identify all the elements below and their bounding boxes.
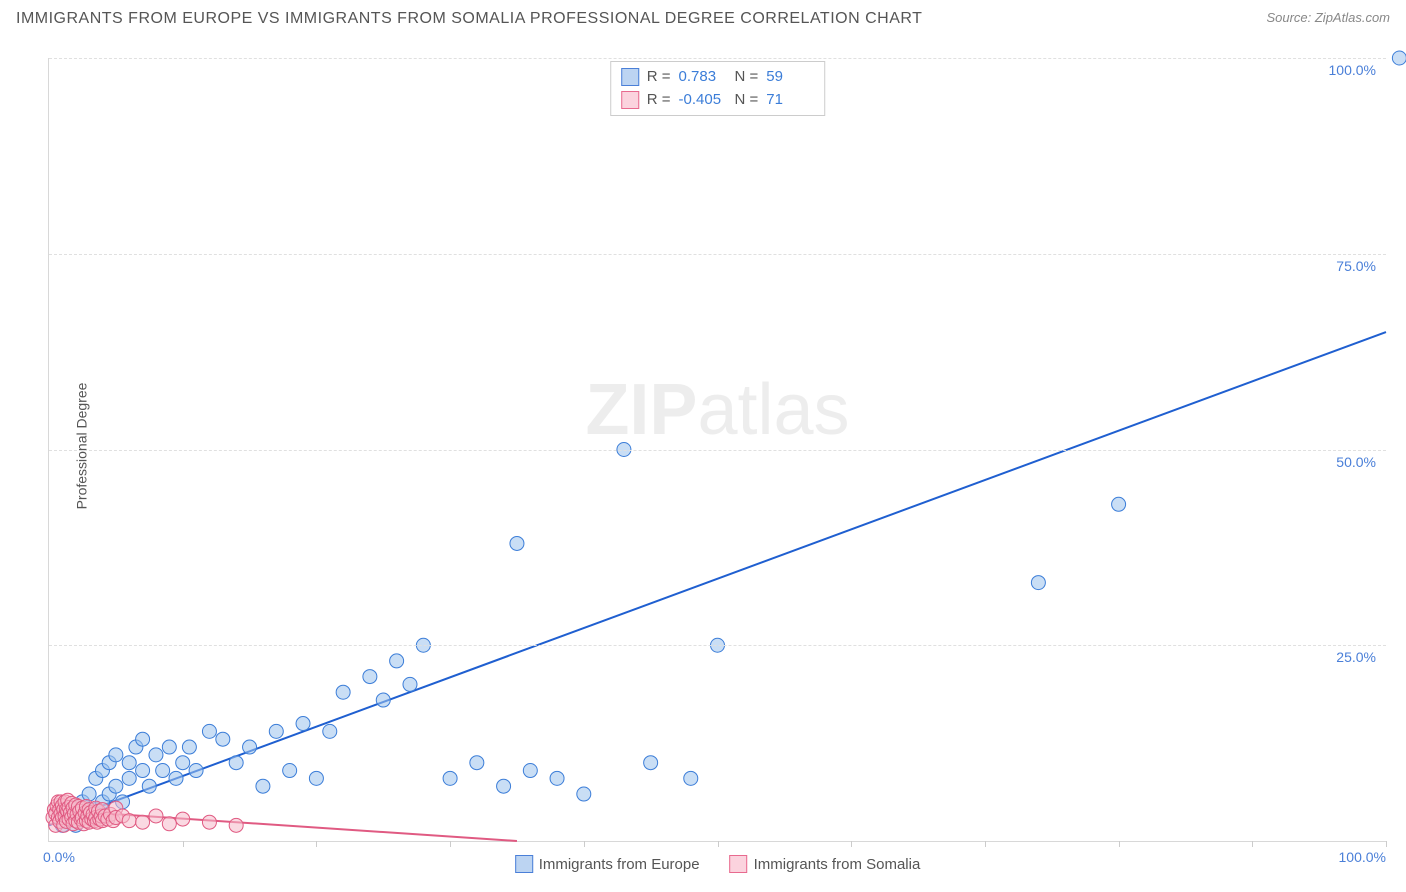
chart-title: IMMIGRANTS FROM EUROPE VS IMMIGRANTS FRO… bbox=[16, 10, 922, 28]
somalia-swatch-icon bbox=[730, 855, 748, 873]
stats-row-somalia: R = -0.405 N = 71 bbox=[621, 89, 815, 112]
legend-item-europe: Immigrants from Europe bbox=[515, 855, 700, 873]
correlation-stats-box: R = 0.783 N = 59 R = -0.405 N = 71 bbox=[610, 61, 826, 116]
y-tick-label: 75.0% bbox=[1336, 258, 1376, 274]
europe-swatch-icon bbox=[515, 855, 533, 873]
y-tick-label: 25.0% bbox=[1336, 649, 1376, 665]
somalia-swatch bbox=[621, 91, 639, 109]
x-tick-max: 100.0% bbox=[1339, 849, 1386, 865]
y-tick-label: 100.0% bbox=[1329, 62, 1376, 78]
x-tick-min: 0.0% bbox=[43, 849, 75, 865]
stats-row-europe: R = 0.783 N = 59 bbox=[621, 66, 815, 89]
legend-item-somalia: Immigrants from Somalia bbox=[730, 855, 921, 873]
europe-swatch bbox=[621, 68, 639, 86]
legend: Immigrants from Europe Immigrants from S… bbox=[515, 855, 921, 873]
y-tick-label: 50.0% bbox=[1336, 454, 1376, 470]
source-attribution: Source: ZipAtlas.com bbox=[1266, 10, 1390, 25]
chart-plot-area: ZIPatlas R = 0.783 N = 59 R = -0.405 N =… bbox=[48, 58, 1386, 842]
